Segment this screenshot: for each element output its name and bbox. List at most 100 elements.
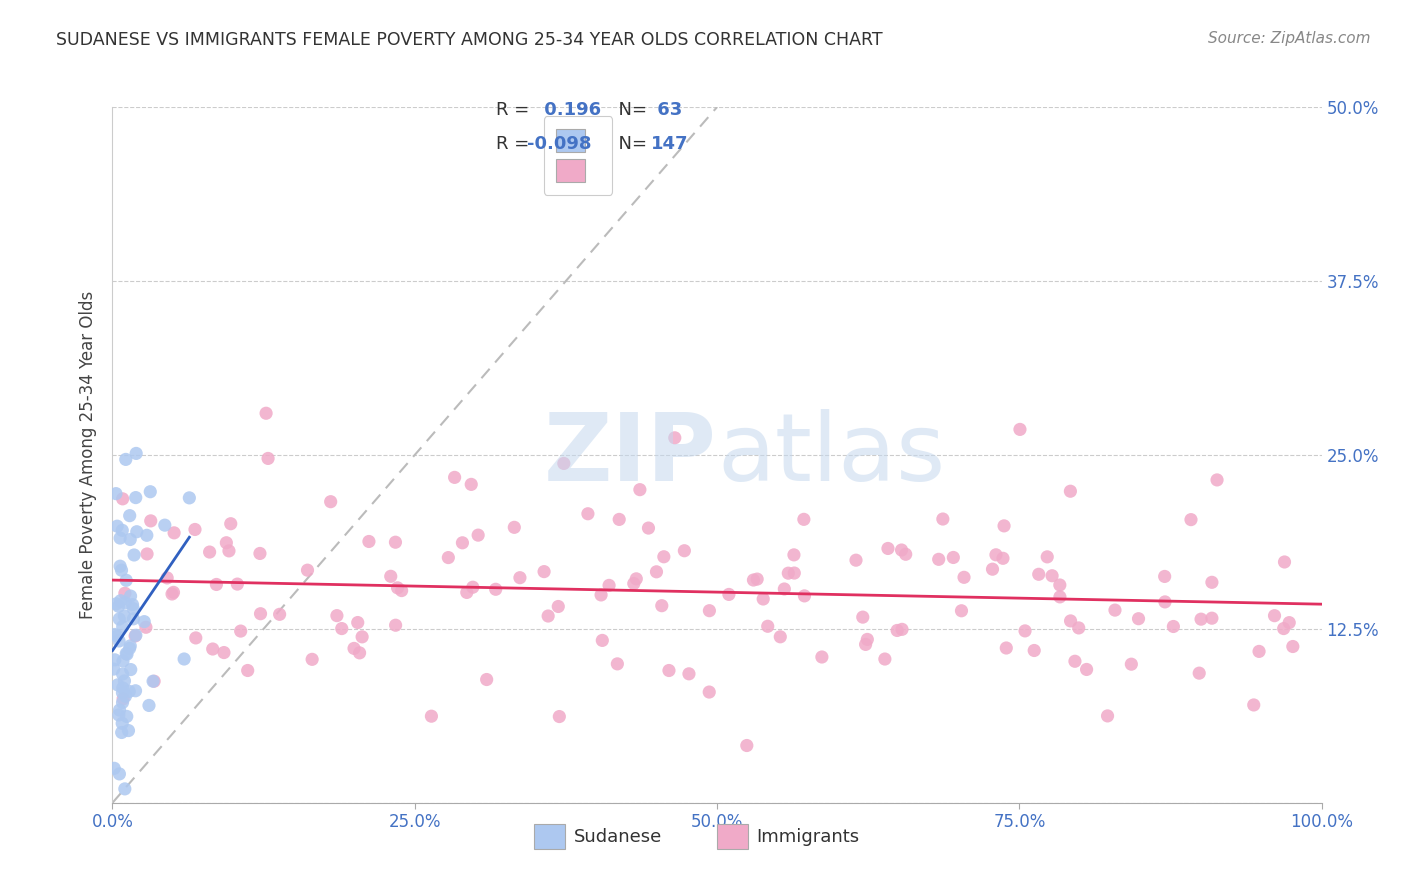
Point <box>591 633 613 648</box>
Text: 63: 63 <box>651 101 682 119</box>
Point <box>108 612 131 626</box>
Point <box>717 587 740 601</box>
Point <box>678 666 700 681</box>
Point <box>236 664 259 678</box>
Point <box>110 593 132 607</box>
Point <box>111 524 134 538</box>
Point <box>249 546 271 560</box>
Point <box>783 566 806 580</box>
Point <box>124 629 146 643</box>
Point <box>735 739 758 753</box>
Point <box>110 563 132 577</box>
Text: atlas: atlas <box>717 409 945 501</box>
Point <box>651 599 673 613</box>
Point <box>120 533 142 547</box>
Point <box>1064 654 1087 668</box>
Point <box>1008 422 1031 436</box>
Point <box>537 609 560 624</box>
Point <box>873 652 896 666</box>
Point <box>115 647 138 661</box>
Point <box>773 582 796 596</box>
Point <box>443 470 465 484</box>
Point <box>319 494 342 508</box>
Point <box>456 585 478 599</box>
Point <box>107 599 129 614</box>
Point <box>121 598 143 612</box>
Point <box>942 550 965 565</box>
Y-axis label: Female Poverty Among 25-34 Year Olds: Female Poverty Among 25-34 Year Olds <box>79 291 97 619</box>
Point <box>108 634 131 648</box>
Text: 147: 147 <box>651 135 689 153</box>
Point <box>357 534 380 549</box>
Point <box>932 512 955 526</box>
Point <box>699 604 721 618</box>
Point <box>664 431 686 445</box>
Point <box>112 691 135 706</box>
Point <box>1282 640 1305 654</box>
Point <box>111 695 134 709</box>
Point <box>747 572 769 586</box>
Point <box>330 622 353 636</box>
Point <box>384 618 406 632</box>
Point <box>886 624 908 638</box>
Point <box>460 477 482 491</box>
Point <box>1163 619 1185 633</box>
Point <box>125 628 148 642</box>
Point <box>114 452 136 467</box>
Point <box>1059 614 1081 628</box>
Point <box>856 632 879 647</box>
Legend: , : , <box>544 116 612 195</box>
Text: Sudanese: Sudanese <box>574 828 662 846</box>
Point <box>1076 663 1098 677</box>
Text: -0.098: -0.098 <box>527 135 592 153</box>
Point <box>104 653 127 667</box>
Point <box>1243 698 1265 712</box>
Point <box>249 607 271 621</box>
Text: R =: R = <box>496 101 536 119</box>
Point <box>1049 578 1071 592</box>
Text: N=: N= <box>607 135 652 153</box>
Point <box>156 571 179 585</box>
Point <box>652 549 675 564</box>
Point <box>143 674 166 689</box>
Text: ZIP: ZIP <box>544 409 717 501</box>
Point <box>1128 612 1150 626</box>
Point <box>122 612 145 626</box>
Point <box>697 685 720 699</box>
Text: 0.196: 0.196 <box>538 101 602 119</box>
Point <box>118 684 141 698</box>
Point <box>1040 568 1063 582</box>
Point <box>118 641 141 656</box>
Point <box>163 525 186 540</box>
Point <box>626 572 648 586</box>
Point <box>852 610 875 624</box>
Point <box>297 563 319 577</box>
Point <box>673 543 696 558</box>
Point <box>1263 608 1285 623</box>
Point <box>229 624 252 638</box>
Point <box>219 516 242 531</box>
Point <box>108 531 131 545</box>
Point <box>855 637 877 651</box>
Point <box>1189 612 1212 626</box>
Text: R =: R = <box>496 135 536 153</box>
Point <box>125 446 148 460</box>
Point <box>1028 567 1050 582</box>
Point <box>198 545 221 559</box>
Point <box>756 619 779 633</box>
Point <box>135 528 157 542</box>
Text: Immigrants: Immigrants <box>756 828 859 846</box>
Point <box>104 627 127 641</box>
Point <box>1201 575 1223 590</box>
Point <box>553 457 575 471</box>
Point <box>326 608 349 623</box>
Point <box>591 588 613 602</box>
Point <box>215 535 238 549</box>
Point <box>124 683 146 698</box>
Point <box>108 703 131 717</box>
Point <box>134 615 156 629</box>
Point <box>343 641 366 656</box>
Point <box>877 541 900 556</box>
Point <box>1188 666 1211 681</box>
Point <box>352 630 374 644</box>
